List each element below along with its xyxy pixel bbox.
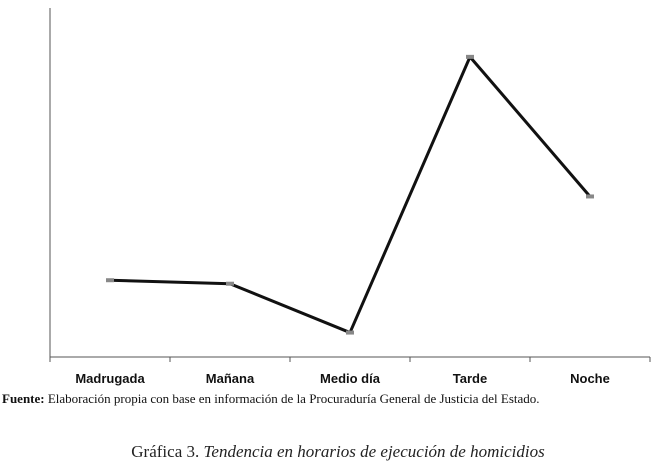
marker <box>466 54 474 59</box>
line <box>109 55 592 335</box>
x-tick-label: Madrugada <box>75 371 145 386</box>
caption-title: Tendencia en horarios de ejecución de ho… <box>204 442 546 461</box>
x-tick-label: Noche <box>570 371 610 386</box>
source-label: Fuente: <box>2 391 45 406</box>
marker <box>346 330 354 335</box>
x-tick-label: Medio día <box>320 371 381 386</box>
caption: Gráfica 3. Tendencia en horarios de ejec… <box>131 442 545 461</box>
source-note: Fuente: Elaboración propia con base en i… <box>2 391 540 406</box>
marker <box>226 281 234 286</box>
marker <box>586 194 594 199</box>
x-tick-label: Tarde <box>453 371 487 386</box>
caption-number: Gráfica 3. <box>131 442 199 461</box>
x-tick-label: Mañana <box>206 371 255 386</box>
marker <box>106 278 114 283</box>
source-text: Elaboración propia con base en informaci… <box>48 391 540 406</box>
